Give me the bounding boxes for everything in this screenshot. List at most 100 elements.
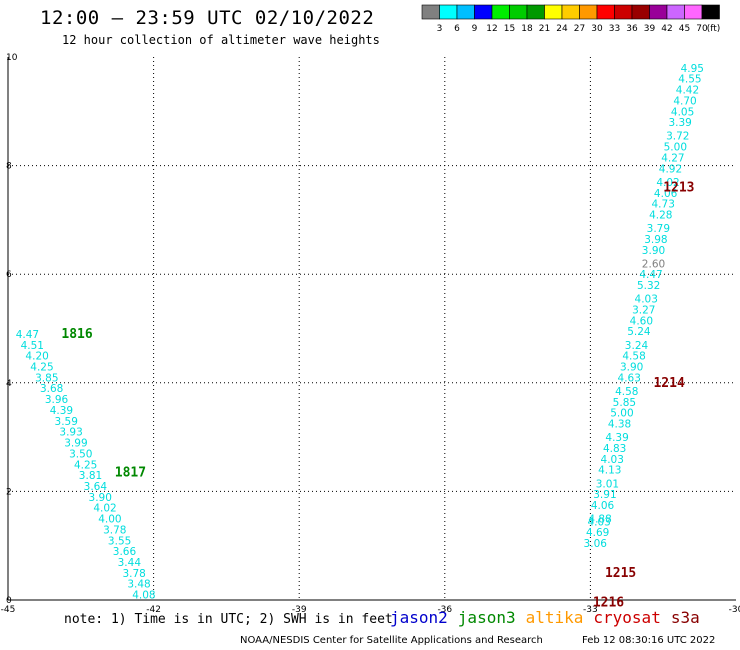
y-tick-label: 6 (6, 270, 12, 280)
data-point-label: 3.44 (118, 557, 142, 569)
scale-swatch (666, 4, 685, 20)
scale-swatch (579, 4, 598, 20)
data-point-label: 3.59 (55, 416, 78, 428)
scale-label: 27 (574, 24, 585, 34)
scale-swatch (561, 4, 580, 20)
x-tick-label: -36 (437, 605, 452, 615)
data-point-label: 4.25 (74, 459, 97, 471)
scale-unit: (ft) (707, 24, 721, 34)
scale-swatch (649, 4, 668, 20)
data-point-label: 5.85 (613, 397, 636, 409)
pass-labels: 1816 1817 1213 1214 1215 1216 (61, 180, 694, 610)
scale-swatch (456, 4, 475, 20)
footnote: note: 1) Time is in UTC; 2) SWH is in fe… (64, 612, 393, 627)
data-point-label: 3.79 (647, 223, 670, 235)
scale-swatch (474, 4, 493, 20)
pass-label: 1216 (593, 596, 624, 611)
data-point-label: 3.48 (127, 579, 150, 591)
data-point-label: 4.39 (50, 405, 73, 417)
data-point-label: 3.91 (593, 489, 616, 501)
plot-grid (8, 57, 736, 600)
y-tick-label: 0 (6, 596, 12, 606)
data-point-label: 3.85 (35, 372, 58, 384)
data-point-label: 4.58 (622, 351, 645, 363)
data-point-label: 4.03 (635, 294, 658, 306)
x-tick-label: -33 (583, 605, 598, 615)
data-point-label: 4.03 (587, 516, 610, 528)
pass-label: 1816 (61, 327, 92, 342)
satellite-s3a: s3a (670, 608, 700, 627)
pass-label: 1817 (115, 465, 146, 480)
data-point-label: 3.99 (64, 438, 87, 450)
satellite-legend: jason2 jason3 altika cryosat s3a (390, 608, 710, 627)
data-point-label: 4.02 (93, 503, 116, 515)
scale-label: 70 (696, 24, 708, 34)
data-point-label: 4.47 (639, 269, 662, 281)
data-point-label: 3.78 (122, 568, 145, 580)
color-scale: 3 6 9 12 15 18 21 24 27 30 33 36 39 42 45 70(ft) (421, 4, 721, 34)
data-point-label: 3.93 (59, 427, 82, 439)
data-point-label: 3.66 (113, 546, 137, 558)
data-point-label: 4.08 (132, 590, 155, 602)
satellite-cryosat: cryosat (593, 608, 661, 627)
scale-swatch (526, 4, 545, 20)
data-point-label: 3.55 (108, 535, 131, 547)
data-point-label: 4.02 (656, 177, 679, 189)
data-point-label: 4.51 (21, 340, 44, 352)
data-point-label: 3.64 (84, 481, 108, 493)
scale-label: 9 (472, 24, 478, 34)
data-point-label: 3.27 (632, 304, 655, 316)
data-point-label: 4.27 (661, 152, 684, 164)
satellite-jason3: jason3 (457, 608, 516, 627)
scale-label: 21 (539, 24, 550, 34)
scale-label: 36 (626, 24, 638, 34)
data-point-label: 4.38 (608, 419, 631, 431)
scale-swatch (509, 4, 528, 20)
pass-label: 1215 (605, 566, 636, 581)
data-point-label: 4.69 (586, 527, 609, 539)
data-point-label: 3.81 (79, 470, 102, 482)
x-tick-label: -39 (292, 605, 307, 615)
scale-label: 18 (521, 24, 533, 34)
footer-credit: NOAA/NESDIS Center for Satellite Applica… (240, 635, 543, 646)
data-point-label: 4.42 (676, 85, 699, 97)
data-point-label: 3.50 (69, 448, 92, 460)
scale-swatch (421, 4, 440, 20)
data-point-label: 3.90 (89, 492, 112, 504)
scale-swatch (631, 4, 650, 20)
data-point-label: 3.96 (45, 394, 69, 406)
pass-label: 1214 (653, 376, 684, 391)
data-point-label: 4.13 (598, 465, 621, 477)
footer-timestamp: Feb 12 08:30:16 UTC 2022 (582, 635, 716, 646)
scale-swatch (684, 4, 703, 20)
data-point-label: 4.73 (652, 199, 675, 211)
x-tick-label: -30 (729, 605, 740, 615)
data-point-label: 4.60 (630, 315, 653, 327)
scale-label: 30 (591, 24, 603, 34)
data-point-label: 5.32 (637, 280, 660, 292)
scale-swatch (614, 4, 633, 20)
x-tick-label: -45 (1, 605, 16, 615)
y-tick-label: 8 (6, 162, 12, 172)
x-tick-label: -42 (146, 605, 161, 615)
data-point-label: 4.58 (615, 386, 638, 398)
chart-title: 12:00 – 23:59 UTC 02/10/2022 (40, 7, 375, 29)
scale-label: 15 (504, 24, 515, 34)
data-point-label: 3.78 (103, 524, 126, 536)
data-point-label: 3.06 (584, 538, 608, 550)
scale-swatch (544, 4, 563, 20)
data-point-label: 3.24 (625, 340, 649, 352)
satellite-altika: altika (525, 608, 584, 627)
y-tick-label: 2 (6, 487, 12, 497)
scale-label: 42 (661, 24, 672, 34)
data-point-label: 4.95 (681, 63, 704, 75)
scale-label: 12 (486, 24, 497, 34)
scale-label: 24 (556, 24, 568, 34)
data-point-label: 4.47 (16, 329, 39, 341)
data-points: 4.954.554.424.704.053.393.725.004.274.92… (16, 63, 704, 602)
data-point-label: 5.00 (664, 142, 687, 154)
satellite-jason2: jason2 (390, 608, 448, 627)
y-tick-label: 10 (6, 53, 18, 63)
data-point-label: 3.90 (620, 362, 643, 374)
